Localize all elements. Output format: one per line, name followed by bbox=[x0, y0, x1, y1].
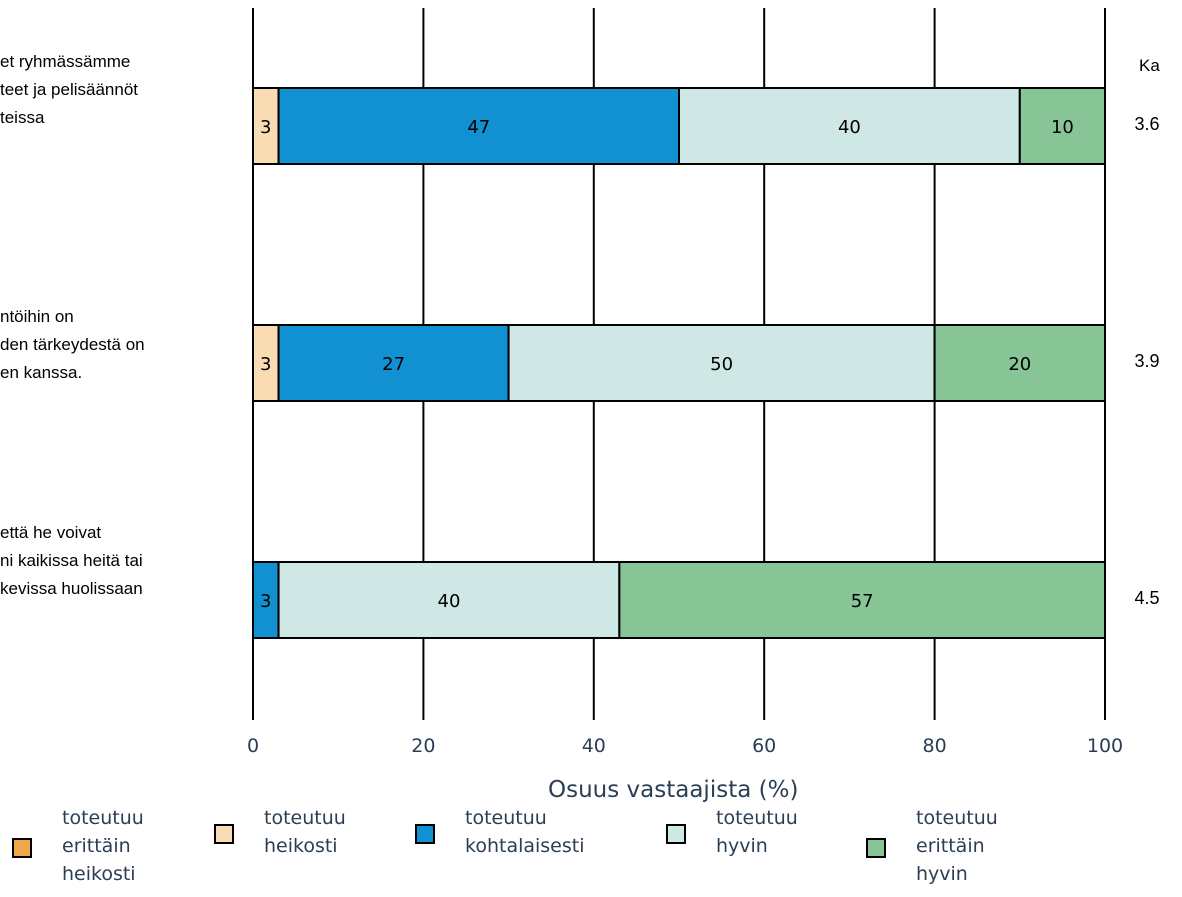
bar-data-label: 3 bbox=[260, 591, 271, 612]
x-tick-labels: 0 20 40 60 80 100 bbox=[247, 735, 1123, 757]
legend-swatch bbox=[866, 838, 886, 858]
x-tick-label: 80 bbox=[923, 735, 947, 757]
mean-value: 3.9 bbox=[1134, 351, 1160, 371]
bar-segment bbox=[507, 324, 936, 402]
bar-data-label: 3 bbox=[260, 354, 271, 375]
category-label-line: ntöihin on bbox=[0, 307, 74, 326]
category-label-line: että he voivat bbox=[0, 523, 102, 542]
legend-swatch bbox=[12, 838, 32, 858]
x-tick-label: 100 bbox=[1087, 735, 1123, 757]
category-label: et ryhmässämme teet ja pelisäännöt teissa bbox=[0, 48, 240, 132]
bar-data-label: 40 bbox=[838, 117, 861, 138]
category-label: ntöihin on den tärkeydestä on en kanssa. bbox=[0, 303, 240, 387]
category-label-line: ni kaikissa heitä tai bbox=[0, 551, 143, 570]
bar-segment bbox=[1018, 87, 1106, 165]
category-label: että he voivat ni kaikissa heitä tai kevis… bbox=[0, 519, 240, 603]
legend-label: toteutuu erittäin hyvin bbox=[916, 807, 998, 885]
x-tick-label: 20 bbox=[411, 735, 435, 757]
mean-value: 4.5 bbox=[1134, 588, 1160, 608]
bar-segment bbox=[252, 324, 280, 402]
legend-label: toteutuu kohtalaisesti bbox=[465, 807, 585, 857]
category-label-line: et ryhmässämme bbox=[0, 52, 131, 71]
bars: 3 47 40 10 3 27 50 20 3 40 57 bbox=[252, 87, 1106, 639]
legend-swatch bbox=[666, 824, 686, 844]
bar-data-label: 10 bbox=[1051, 117, 1074, 138]
legend-label: toteutuu hyvin bbox=[716, 807, 798, 857]
bar-segment bbox=[933, 324, 1106, 402]
x-tick-label: 40 bbox=[582, 735, 606, 757]
category-label-line: en kanssa. bbox=[0, 363, 83, 382]
bar-segment bbox=[277, 561, 621, 639]
legend-swatch bbox=[214, 824, 234, 844]
bar-segment bbox=[618, 561, 1106, 639]
category-label-line: kevissa huolissaan bbox=[0, 579, 143, 598]
x-tick-label: 60 bbox=[752, 735, 776, 757]
mean-value: 3.6 bbox=[1134, 114, 1160, 134]
category-label-line: den tärkeydestä on bbox=[0, 335, 145, 354]
bar-data-label: 47 bbox=[467, 117, 490, 138]
bar-data-label: 40 bbox=[438, 591, 461, 612]
mean-column-header: Ka bbox=[1139, 56, 1160, 75]
bar-data-label: 27 bbox=[382, 354, 405, 375]
category-label-line: teissa bbox=[0, 108, 45, 127]
x-axis-title: Osuus vastaajista (%) bbox=[548, 777, 799, 803]
legend-label: toteutuu erittäin heikosti bbox=[62, 807, 144, 885]
bar-segment bbox=[252, 561, 280, 639]
bar-data-label: 50 bbox=[710, 354, 733, 375]
bar-segment bbox=[252, 87, 280, 165]
bar-data-label: 20 bbox=[1008, 354, 1031, 375]
category-label-line: teet ja pelisäännöt bbox=[0, 80, 138, 99]
legend-swatch bbox=[415, 824, 435, 844]
bar-data-label: 57 bbox=[851, 591, 874, 612]
bar-segment bbox=[277, 324, 510, 402]
legend-label: toteutuu heikosti bbox=[264, 807, 346, 857]
bar-data-label: 3 bbox=[260, 117, 271, 138]
x-tick-label: 0 bbox=[247, 735, 259, 757]
